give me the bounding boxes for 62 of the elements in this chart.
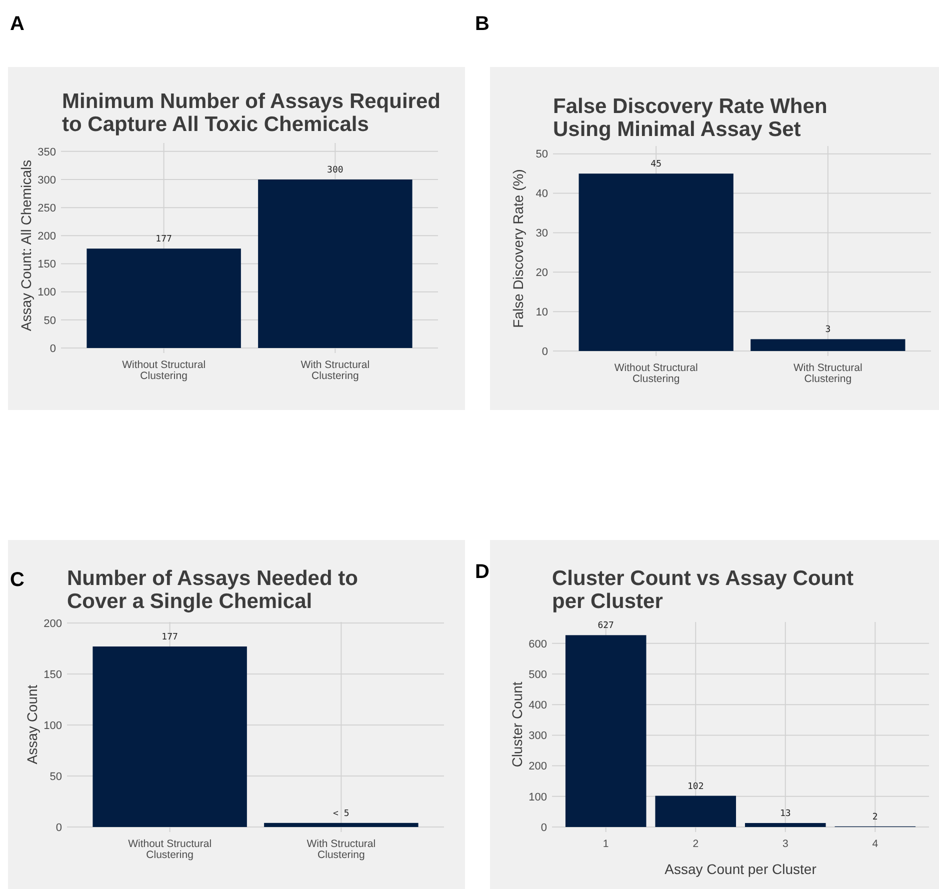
y-tick-label: 100 bbox=[528, 791, 547, 804]
x-tick-label: With Structural Clustering bbox=[793, 362, 862, 385]
data-label: 3 bbox=[825, 325, 831, 336]
y-tick-label: 200 bbox=[528, 760, 547, 773]
x-tick-label: 1 bbox=[602, 838, 609, 850]
y-tick-label: 250 bbox=[38, 202, 56, 214]
x-tick-label: Without Structural Clustering bbox=[614, 362, 698, 385]
data-label: 13 bbox=[780, 809, 791, 820]
y-axis-title: Assay Count bbox=[24, 684, 40, 764]
y-tick-label: 20 bbox=[536, 267, 548, 280]
text: B bbox=[475, 13, 490, 35]
y-axis-title: Assay Count: All Chemicals bbox=[18, 160, 34, 332]
chart-title: False Discovery Rate When Using Minimal Assay Set bbox=[553, 95, 828, 141]
y-tick-label: 100 bbox=[38, 286, 56, 299]
data-label: 45 bbox=[650, 160, 662, 170]
data-label: 102 bbox=[687, 782, 704, 792]
y-tick-label: 30 bbox=[536, 228, 548, 240]
y-tick-label: 0 bbox=[540, 822, 547, 834]
y-tick-label: 50 bbox=[50, 770, 62, 783]
y-tick-label: 40 bbox=[536, 188, 548, 200]
y-tick-label: 350 bbox=[38, 146, 56, 158]
y-tick-label: 50 bbox=[44, 314, 56, 327]
x-axis-title: Assay Count per Cluster bbox=[664, 861, 817, 877]
bar bbox=[565, 635, 646, 827]
bar bbox=[655, 796, 736, 827]
y-tick-label: 100 bbox=[44, 720, 62, 732]
y-tick-label: 50 bbox=[536, 148, 548, 161]
text: C bbox=[10, 569, 24, 591]
y-tick-label: 200 bbox=[38, 230, 56, 243]
x-tick-label: Without Structural Clustering bbox=[128, 838, 212, 861]
y-tick-label: 150 bbox=[44, 668, 62, 681]
y-tick-label: 150 bbox=[38, 258, 56, 271]
text: D bbox=[475, 561, 490, 583]
data-label: 627 bbox=[598, 621, 614, 632]
y-tick-label: 0 bbox=[56, 822, 62, 834]
y-tick-label: 0 bbox=[542, 346, 548, 358]
data-label: 177 bbox=[156, 234, 172, 245]
data-label: < 5 bbox=[333, 808, 350, 819]
chart-title: Minimum Number of Assays Required to Capture All Toxic Chemicals bbox=[62, 90, 440, 136]
y-tick-label: 10 bbox=[536, 306, 548, 318]
bar bbox=[744, 823, 826, 827]
y-tick-label: 300 bbox=[38, 174, 56, 186]
y-tick-label: 500 bbox=[528, 668, 547, 681]
x-tick-label: Without Structural Clustering bbox=[122, 359, 206, 382]
data-label: 300 bbox=[327, 166, 344, 176]
data-label: 2 bbox=[872, 812, 878, 822]
text: A bbox=[10, 13, 24, 35]
x-tick-label: With Structural Clustering bbox=[306, 838, 376, 861]
y-axis-title: Cluster Count bbox=[509, 682, 525, 768]
x-tick-label: 4 bbox=[872, 838, 878, 850]
y-tick-label: 0 bbox=[50, 342, 56, 355]
y-axis-title: False Discovery Rate (%) bbox=[510, 169, 526, 328]
chart-title: Number of Assays Needed to Cover a Single Chemical bbox=[67, 567, 358, 613]
x-tick-label: 3 bbox=[782, 838, 788, 850]
y-tick-label: 400 bbox=[528, 699, 547, 712]
y-tick-label: 600 bbox=[528, 638, 547, 650]
y-tick-label: 200 bbox=[44, 618, 62, 630]
y-tick-label: 300 bbox=[528, 730, 547, 742]
data-label: 177 bbox=[162, 632, 178, 642]
chart-title: Cluster Count vs Assay Count per Cluster bbox=[552, 567, 854, 613]
x-tick-label: With Structural Clustering bbox=[300, 359, 370, 382]
x-tick-label: 2 bbox=[692, 838, 699, 850]
